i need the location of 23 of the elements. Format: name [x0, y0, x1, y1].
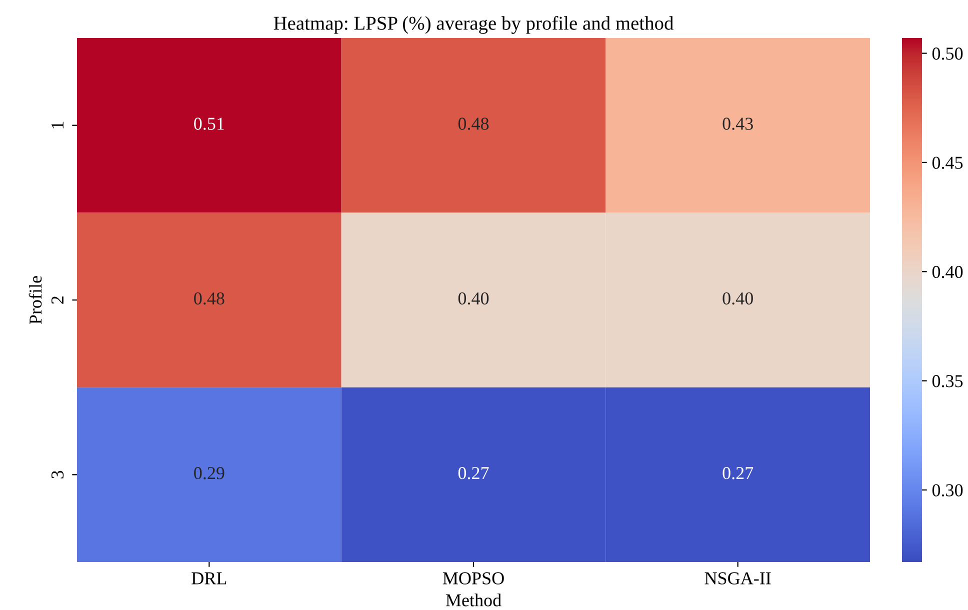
y-tick-label: 3: [51, 470, 64, 478]
x-tick-label: MOPSO: [442, 572, 504, 584]
y-tick-label: 2: [51, 296, 64, 304]
data-label: 0.40: [722, 292, 753, 305]
x-tick-label: DRL: [192, 572, 226, 584]
color-bar-label: 0.45: [932, 156, 963, 169]
data-label: 0.48: [458, 118, 489, 130]
color-bar-label: 0.35: [932, 375, 963, 388]
color-bar-label: 0.50: [932, 48, 963, 60]
data-label: 0.29: [194, 467, 224, 480]
y-axis-title: Profile: [28, 276, 42, 324]
data-label: 0.27: [722, 467, 754, 480]
data-label: 0.48: [194, 292, 224, 305]
data-label: 0.27: [458, 467, 489, 480]
color-bar-label: 0.30: [932, 484, 963, 496]
data-label: 0.51: [194, 118, 224, 130]
color-bar-label: 0.40: [932, 266, 963, 278]
x-axis-title: Method: [446, 594, 502, 606]
data-label: 0.40: [458, 292, 489, 305]
data-label: 0.43: [722, 118, 753, 130]
y-tick-label: 1: [52, 122, 64, 128]
chart-title: Heatmap: LPSP (%) average by profile and method: [274, 16, 674, 34]
x-tick-label: NSGA-II: [704, 572, 771, 584]
